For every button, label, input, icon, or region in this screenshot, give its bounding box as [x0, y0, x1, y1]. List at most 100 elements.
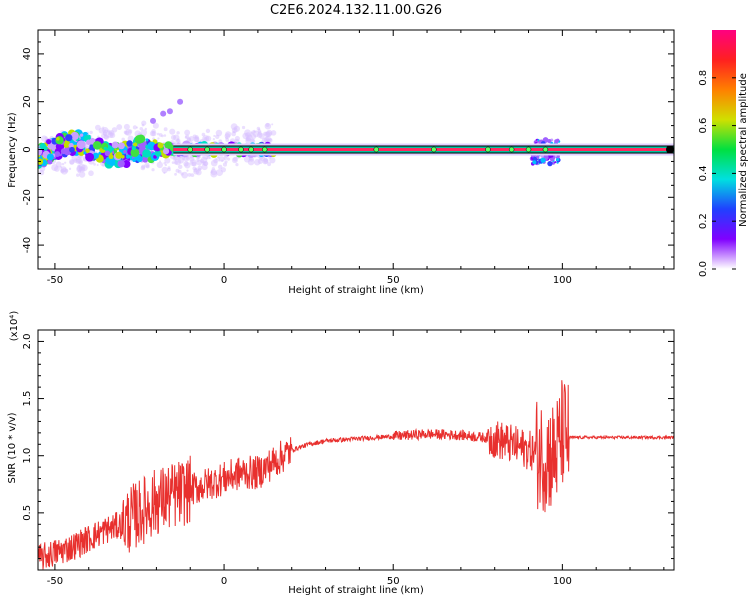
spectrogram-halo-dot	[269, 157, 276, 164]
y-tick-label: 2.0	[22, 333, 33, 349]
spectrogram-halo-dot	[140, 165, 146, 171]
spectrogram-halo-dot	[144, 162, 150, 168]
spectrogram-halo-dot	[215, 129, 223, 137]
spectrogram-halo-dot	[216, 169, 224, 177]
spectrogram-halo-dot	[164, 163, 168, 167]
spectrogram-halo-dot	[218, 139, 223, 144]
spectrogram-halo-dot	[267, 162, 272, 167]
spectrogram-halo-dot	[196, 158, 200, 162]
spectrogram-blob	[47, 159, 53, 165]
spectrogram-halo-dot	[205, 135, 212, 142]
spectrogram-blob	[55, 136, 64, 145]
spectrogram-halo-dot	[186, 169, 189, 172]
spectrogram-blob	[134, 134, 144, 144]
spectrogram-halo-dot	[271, 123, 274, 126]
spectrogram-blob	[123, 150, 127, 154]
colorbar: 0.0 0.2 0.4 0.6 0.8 Normalized spectral ampl…	[698, 30, 749, 277]
spectrogram-halo-dot	[231, 157, 238, 164]
y-tick-label: -20	[22, 189, 33, 205]
spectrogram-blob	[108, 154, 114, 160]
spectrogram-halo-dot	[225, 138, 230, 142]
band-marker	[204, 146, 210, 153]
spectrogram-halo-dot	[174, 172, 177, 176]
spectrogram-disturbance-dot	[532, 160, 537, 165]
spectrogram-halo-dot	[263, 157, 268, 163]
spectrogram-halo-dot	[177, 169, 182, 174]
snr-ticks: -50 0 50 100 0.5 1.0 1.5 2.0	[22, 329, 674, 587]
spectrogram-halo-dot	[184, 129, 191, 136]
spectrogram-blob	[89, 144, 94, 149]
spectrogram-blob	[115, 151, 123, 159]
spectrogram-blob	[76, 140, 86, 150]
spectrogram-halo-dot	[104, 129, 107, 132]
snr-series-line	[38, 380, 674, 570]
spectrogram-halo-dot	[64, 161, 67, 164]
spectrogram-halo-dot	[197, 165, 203, 171]
spectrogram-halo-dot	[89, 130, 93, 135]
spectrogram-halo-dot	[78, 171, 86, 178]
spectrogram-halo-dot	[215, 158, 218, 161]
spectrogram-blob	[60, 148, 67, 155]
band-marker	[431, 146, 437, 153]
y-tick-label: 1.5	[22, 391, 33, 407]
spectrogram-halo-dot	[222, 162, 227, 167]
spectrogram-halo-dot	[203, 161, 208, 166]
spectrogram-halo-dot	[250, 131, 254, 135]
spectrogram-halo-dot	[163, 171, 166, 175]
spectrogram-halo-dot	[103, 135, 108, 140]
spectrogram-halo-dot	[244, 129, 252, 137]
spectrogram-halo-dot	[256, 126, 261, 131]
spectrogram-blob	[43, 146, 48, 151]
spectrogram-outlier	[160, 110, 167, 117]
spectrogram-blob	[85, 152, 95, 162]
spectrogram-blob	[162, 148, 170, 155]
x-tick-label: -50	[47, 576, 63, 587]
spectrogram-blob	[153, 155, 157, 159]
spectrogram-halo-dot	[187, 173, 192, 177]
spectrogram-halo-dot	[116, 124, 123, 130]
spectrogram-halo-dot	[254, 159, 261, 166]
x-tick-label: 100	[553, 275, 572, 286]
colorbar-tick-label: 0.4	[698, 165, 709, 181]
x-tick-label: 0	[221, 576, 227, 587]
spectrogram-halo-dot	[75, 158, 81, 164]
spectrogram-blob	[132, 158, 136, 162]
band-marker	[485, 146, 491, 153]
spectrogram-blob	[46, 139, 52, 145]
spectrogram-blob	[83, 151, 87, 155]
spectrogram-blob	[92, 152, 99, 159]
spectrogram-halo-dot	[68, 167, 72, 170]
spectrogram-halo-dot	[127, 135, 134, 142]
spectrogram-panel: -50 0 50 100 -40 -20 0 20 40 Height of straight …	[7, 29, 675, 296]
spectrogram-halo-dot	[132, 125, 137, 130]
spectrogram-halo-dot	[210, 159, 218, 167]
spectrogram-halo-dot	[123, 123, 130, 130]
colorbar-tick-label: 0.8	[698, 70, 709, 86]
spectrogram-blob	[122, 160, 131, 168]
spectrogram-halo-dot	[253, 129, 256, 132]
spectrogram-halo-dot	[121, 137, 125, 142]
spectrogram-halo-dot	[170, 134, 177, 140]
spectrogram-halo-dot	[161, 134, 164, 138]
figure-title: C2E6.2024.132.11.00.G26	[270, 3, 442, 18]
spectrogram-blob	[136, 156, 143, 163]
colorbar-bar	[712, 30, 736, 269]
spectrogram-blob	[85, 139, 92, 145]
spectrogram-blob	[85, 148, 90, 154]
spectrogram-disturbance-dot	[540, 157, 546, 163]
spectrogram-halo-dot	[184, 162, 191, 169]
colorbar-tick-label: 0.0	[698, 261, 709, 277]
spectrogram-halo-dot	[249, 156, 254, 162]
spectrogram-halo-dot	[123, 130, 128, 135]
y-tick-label: 40	[22, 48, 33, 61]
spectrogram-halo-dot	[156, 132, 160, 136]
spectrogram-blob	[69, 146, 75, 153]
spectrogram-halo-dot	[111, 127, 118, 133]
band-core	[173, 148, 674, 151]
spectrogram-blob	[157, 142, 164, 149]
spectrogram-blob	[104, 150, 111, 156]
spectrogram-outlier	[177, 98, 184, 105]
spectrogram-halo-dot	[109, 132, 116, 139]
spectrogram-disturbance-dot	[554, 139, 559, 144]
y-tick-label: 0	[22, 146, 33, 152]
